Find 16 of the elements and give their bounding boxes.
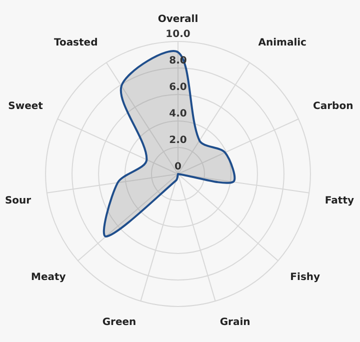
y-tick-label: 4.0 xyxy=(169,108,187,120)
spoke-label: Meaty xyxy=(31,272,66,283)
y-tick-label: 6.0 xyxy=(169,82,187,94)
y-tick-label: 0 xyxy=(174,162,182,173)
spoke-label: Animalic xyxy=(258,38,307,49)
spoke-label: Grain xyxy=(220,317,250,328)
spoke-label: Toasted xyxy=(54,38,98,49)
spoke-label: Sweet xyxy=(8,100,44,112)
y-tick-label: 10.0 xyxy=(166,29,190,40)
y-tick-label: 2.0 xyxy=(169,135,187,146)
spoke-label: Fatty xyxy=(324,196,354,207)
spoke-label: Sour xyxy=(4,196,32,207)
spoke-label: Carbon xyxy=(313,100,354,112)
spoke-label: Overall xyxy=(158,14,198,26)
spoke-label: Green xyxy=(102,317,136,328)
spoke-label: Fishy xyxy=(290,272,321,283)
